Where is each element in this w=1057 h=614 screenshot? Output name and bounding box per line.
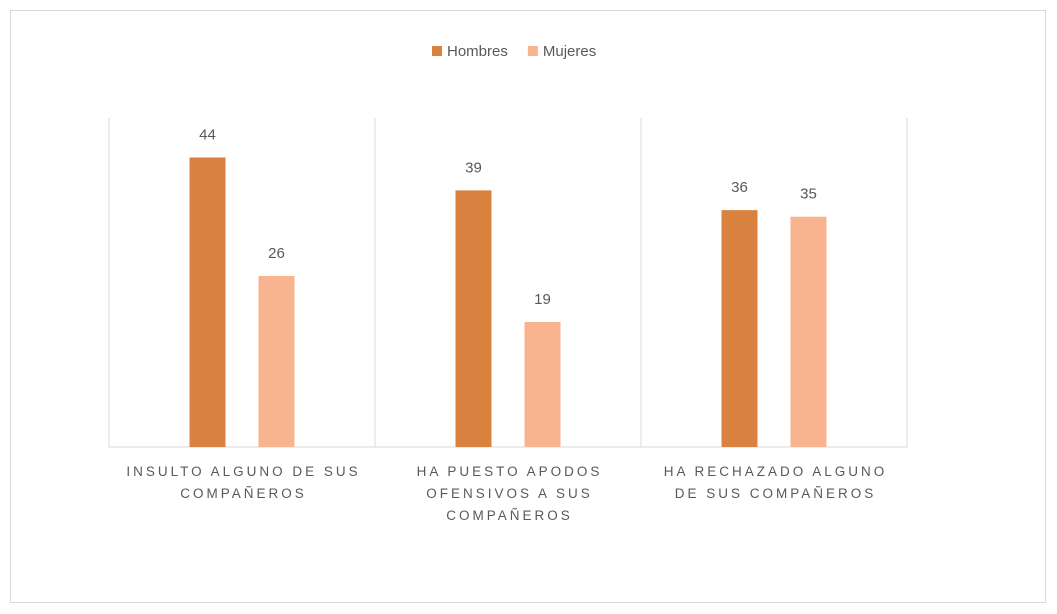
x-tick-label: INSULTO ALGUNO DE SUS COMPAÑEROS [126, 464, 361, 501]
bar [524, 321, 561, 447]
chart-frame [10, 10, 1046, 603]
bar [790, 216, 827, 447]
data-label: 26 [268, 245, 285, 262]
bar [189, 157, 226, 448]
data-label: 39 [465, 159, 482, 176]
bar [258, 275, 295, 447]
data-label: 44 [199, 126, 216, 143]
x-tick-label: HA PUESTO APODOS OFENSIVOS A SUS COMPAÑE… [416, 464, 603, 523]
legend-label: Hombres [447, 43, 508, 60]
data-label: 36 [731, 179, 748, 196]
legend-swatch [527, 46, 538, 56]
data-label: 19 [534, 291, 551, 308]
x-tick-label: HA RECHAZADO ALGUNO DE SUS COMPAÑEROS [663, 464, 888, 501]
legend-swatch [432, 46, 442, 56]
bar [721, 210, 758, 447]
data-label: 35 [800, 186, 817, 203]
bar [455, 190, 492, 447]
legend-label: Mujeres [543, 43, 596, 60]
